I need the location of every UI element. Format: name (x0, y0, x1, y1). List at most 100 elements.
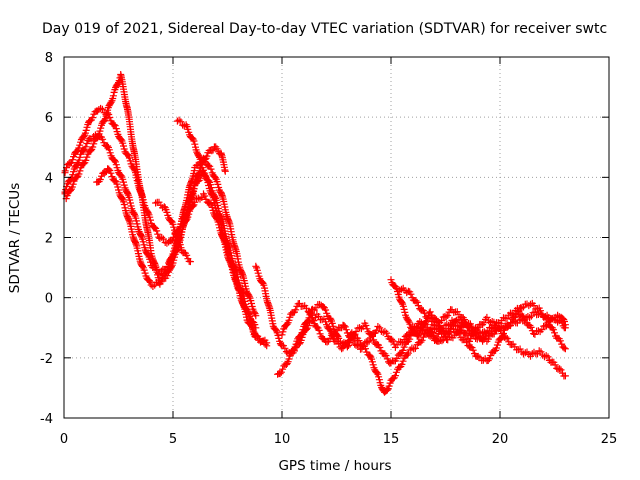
data-point (163, 208, 171, 216)
data-point (374, 323, 382, 330)
data-point (493, 344, 500, 352)
data-point (155, 198, 163, 206)
data-point (531, 330, 539, 338)
x-tick-label: 20 (492, 432, 509, 447)
data-point (368, 358, 376, 366)
data-point (94, 133, 101, 141)
data-point (114, 183, 122, 191)
data-point (146, 277, 153, 285)
data-point (303, 318, 311, 326)
data-point (366, 334, 374, 342)
data-point (326, 334, 334, 342)
data-point (453, 308, 461, 316)
data-point (110, 121, 118, 129)
data-point (382, 352, 390, 360)
data-point (417, 326, 425, 334)
data-point (400, 336, 408, 344)
data-point (69, 156, 77, 164)
data-point (556, 365, 564, 373)
data-point (124, 151, 132, 159)
data-point (153, 227, 161, 235)
data-point (277, 368, 285, 376)
data-point (356, 324, 364, 332)
data-point (466, 323, 473, 331)
data-point (75, 170, 83, 178)
data-point (543, 322, 550, 330)
data-point (485, 317, 493, 325)
data-point (349, 337, 357, 345)
data-point (252, 324, 260, 332)
data-point (487, 352, 495, 359)
data-point (120, 178, 127, 186)
x-tick-label: 10 (274, 432, 291, 447)
data-point (551, 329, 558, 337)
data-point (455, 328, 463, 336)
data-point (281, 344, 289, 352)
data-point (439, 327, 447, 335)
x-tick-label: 25 (601, 432, 618, 447)
data-point (214, 180, 222, 188)
data-point (556, 337, 564, 345)
data-point (139, 238, 147, 246)
data-point (165, 263, 173, 271)
y-tick-label: 6 (45, 111, 53, 126)
data-point (392, 368, 400, 376)
data-point (398, 299, 406, 307)
data-point (307, 310, 315, 318)
data-point (485, 355, 493, 363)
data-point (391, 372, 399, 380)
data-point (498, 330, 506, 338)
data-point (411, 344, 419, 352)
data-point (538, 326, 546, 334)
data-point (513, 304, 521, 312)
data-point (373, 369, 381, 377)
data-point (242, 306, 250, 314)
data-point (462, 319, 470, 327)
data-point (69, 180, 77, 188)
data-point (101, 168, 109, 176)
data-point (152, 199, 160, 207)
data-point (254, 269, 262, 277)
data-point (83, 153, 91, 161)
data-point (444, 312, 452, 319)
data-point (171, 246, 179, 254)
data-point (412, 297, 420, 305)
data-point (120, 201, 128, 208)
data-point (133, 220, 141, 228)
data-point (101, 116, 109, 124)
data-point (484, 327, 492, 335)
data-point (248, 325, 256, 333)
data-point (83, 140, 91, 147)
y-tick-label: 2 (45, 232, 53, 247)
data-point (190, 137, 198, 145)
series-track-6 (152, 198, 194, 266)
data-point (175, 116, 183, 124)
data-point (365, 337, 373, 345)
series-track-2 (61, 131, 260, 320)
data-point (332, 329, 340, 337)
data-point (182, 217, 190, 224)
data-point (82, 126, 90, 134)
data-point (430, 331, 438, 339)
data-point (510, 317, 518, 325)
data-point (279, 365, 287, 373)
data-point (469, 346, 477, 354)
data-point (399, 357, 407, 365)
data-point (139, 262, 146, 270)
data-point (89, 114, 97, 122)
data-point (383, 386, 391, 394)
grid-lines (64, 57, 609, 418)
data-point (343, 343, 351, 351)
data-point (198, 194, 206, 201)
data-point (315, 326, 323, 334)
data-point (392, 283, 400, 291)
data-point (174, 235, 182, 243)
data-point (456, 326, 464, 334)
data-point (440, 330, 448, 338)
data-point (390, 340, 398, 348)
data-point (521, 315, 529, 323)
data-point (178, 228, 186, 236)
data-point (484, 335, 492, 343)
data-point (503, 315, 511, 322)
data-point (251, 321, 259, 329)
